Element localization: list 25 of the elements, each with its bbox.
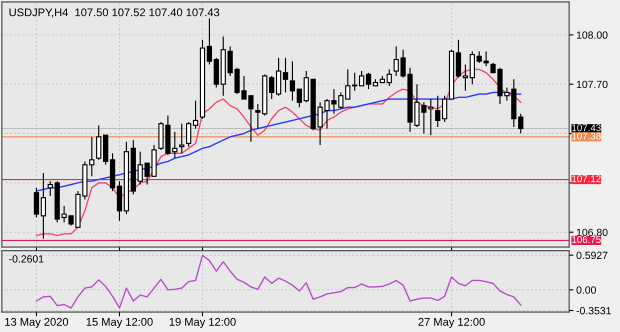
ref-line-label: 106.75 (572, 236, 601, 244)
candlestick (282, 57, 288, 93)
x-tick-label: 15 May 12:00 (86, 318, 153, 328)
chart-title: USDJPY,H4 107.50 107.52 107.40 107.43 (10, 8, 220, 18)
y-tick-label: -0.3531 (576, 307, 611, 314)
line-series (36, 68, 522, 236)
x-tick-label: 13 May 2020 (5, 318, 68, 328)
candlestick (456, 39, 462, 78)
candlestick (490, 62, 496, 74)
candlestick (366, 72, 372, 90)
x-tick-label: 27 May 12:00 (418, 318, 485, 328)
y-tick-label: 108.00 (576, 31, 608, 39)
ref-line-label: 107.38 (572, 132, 601, 140)
y-tick-label: 0.5927 (576, 252, 608, 260)
y-tick-label: 0.00 (576, 286, 596, 294)
candlestick (241, 75, 247, 100)
y-tick-label: 107.70 (576, 80, 608, 88)
candlestick (248, 95, 254, 142)
ref-line-label: 107.12 (572, 175, 601, 182)
ref-line-label: 107.43 (572, 124, 601, 132)
candlestick (179, 123, 184, 154)
candlestick (324, 98, 330, 130)
x-tick-label: 19 May 12:00 (170, 318, 236, 328)
y-tick-label: 106.80 (576, 228, 608, 236)
annotation: -0.2601 (9, 255, 44, 263)
